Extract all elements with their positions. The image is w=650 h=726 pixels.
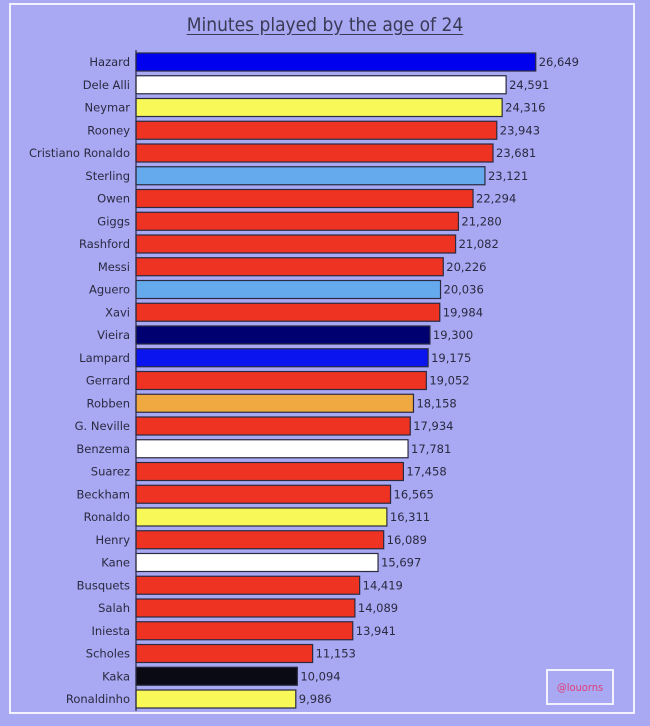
bar bbox=[135, 279, 442, 300]
category-label: Cristiano Ronaldo bbox=[29, 146, 130, 160]
data-label: 20,036 bbox=[444, 283, 484, 297]
data-label: 16,565 bbox=[394, 487, 434, 501]
data-label: 19,052 bbox=[429, 374, 469, 388]
bar bbox=[135, 188, 474, 209]
bar bbox=[135, 325, 431, 345]
bar bbox=[135, 97, 503, 118]
data-label: 16,089 bbox=[387, 533, 427, 547]
bar bbox=[135, 643, 314, 664]
category-label: Rashford bbox=[79, 237, 130, 251]
category-label: Beckham bbox=[77, 487, 131, 501]
chart-title: Minutes played by the age of 24 bbox=[186, 14, 464, 36]
bar bbox=[135, 370, 427, 391]
data-label: 23,943 bbox=[500, 123, 540, 137]
bar bbox=[135, 348, 429, 368]
category-label: Benzema bbox=[76, 442, 130, 456]
category-label: Ronaldo bbox=[84, 510, 130, 524]
category-label: Dele Alli bbox=[83, 78, 130, 92]
data-label: 17,934 bbox=[413, 419, 453, 433]
bar bbox=[135, 461, 404, 482]
data-label: 9,986 bbox=[299, 692, 332, 706]
bar bbox=[135, 484, 392, 504]
data-label: 19,175 bbox=[431, 351, 471, 365]
bar bbox=[135, 234, 457, 254]
category-label: Suarez bbox=[91, 465, 130, 479]
bar bbox=[135, 507, 388, 527]
watermark: @louorns bbox=[546, 669, 614, 705]
data-label: 23,681 bbox=[496, 146, 536, 160]
category-label: Aguero bbox=[89, 283, 130, 297]
bar bbox=[135, 439, 409, 459]
category-label: Messi bbox=[98, 260, 130, 274]
bar bbox=[135, 575, 361, 595]
bar bbox=[135, 552, 379, 573]
category-label: Kane bbox=[101, 556, 130, 570]
data-label: 14,419 bbox=[363, 578, 403, 592]
category-label: Scholes bbox=[86, 647, 130, 661]
category-label: Robben bbox=[87, 396, 130, 410]
data-label: 13,941 bbox=[356, 624, 396, 638]
data-label: 24,316 bbox=[505, 101, 545, 115]
data-label: 11,153 bbox=[316, 647, 356, 661]
watermark-text: @louorns bbox=[556, 680, 604, 694]
chart-frame bbox=[9, 3, 635, 714]
bar bbox=[135, 211, 460, 231]
bar bbox=[135, 530, 385, 550]
data-label: 17,781 bbox=[411, 442, 451, 456]
category-label: Henry bbox=[95, 533, 130, 547]
category-label: Giggs bbox=[97, 214, 130, 228]
bar bbox=[135, 166, 486, 186]
data-label: 15,697 bbox=[381, 556, 421, 570]
category-label: Sterling bbox=[85, 169, 130, 183]
category-label: Owen bbox=[97, 192, 130, 206]
bar bbox=[135, 393, 415, 413]
bar bbox=[135, 666, 298, 686]
category-label: Lampard bbox=[79, 351, 130, 365]
category-label: Neymar bbox=[85, 101, 131, 115]
data-label: 19,984 bbox=[443, 305, 483, 319]
data-label: 20,226 bbox=[446, 260, 486, 274]
bar bbox=[135, 621, 354, 641]
data-label: 19,300 bbox=[433, 328, 473, 342]
category-label: Rooney bbox=[87, 123, 130, 137]
data-label: 21,280 bbox=[461, 214, 501, 228]
bar bbox=[135, 302, 441, 322]
bar bbox=[135, 257, 444, 277]
data-label: 21,082 bbox=[459, 237, 499, 251]
data-label: 10,094 bbox=[300, 669, 340, 683]
data-label: 26,649 bbox=[539, 55, 579, 69]
category-label: Hazard bbox=[89, 55, 130, 69]
category-label: Xavi bbox=[105, 305, 130, 319]
data-label: 24,591 bbox=[509, 78, 549, 92]
bar bbox=[135, 416, 411, 436]
data-label: 18,158 bbox=[416, 396, 456, 410]
category-label: Ronaldinho bbox=[66, 692, 130, 706]
bar bbox=[135, 52, 537, 72]
bar bbox=[135, 143, 494, 163]
category-label: Vieira bbox=[97, 328, 130, 342]
category-label: Iniesta bbox=[92, 624, 131, 638]
data-label: 14,089 bbox=[358, 601, 398, 615]
data-label: 22,294 bbox=[476, 192, 516, 206]
bar bbox=[135, 120, 498, 140]
category-label: Salah bbox=[98, 601, 130, 615]
data-label: 23,121 bbox=[488, 169, 528, 183]
category-label: Kaka bbox=[102, 669, 130, 683]
category-label: Busquets bbox=[77, 578, 130, 592]
data-label: 16,311 bbox=[390, 510, 430, 524]
bar bbox=[135, 689, 297, 709]
bar bbox=[135, 598, 356, 618]
category-label: G. Neville bbox=[75, 419, 130, 433]
data-label: 17,458 bbox=[406, 465, 446, 479]
category-label: Gerrard bbox=[86, 374, 130, 388]
bar bbox=[135, 75, 507, 95]
